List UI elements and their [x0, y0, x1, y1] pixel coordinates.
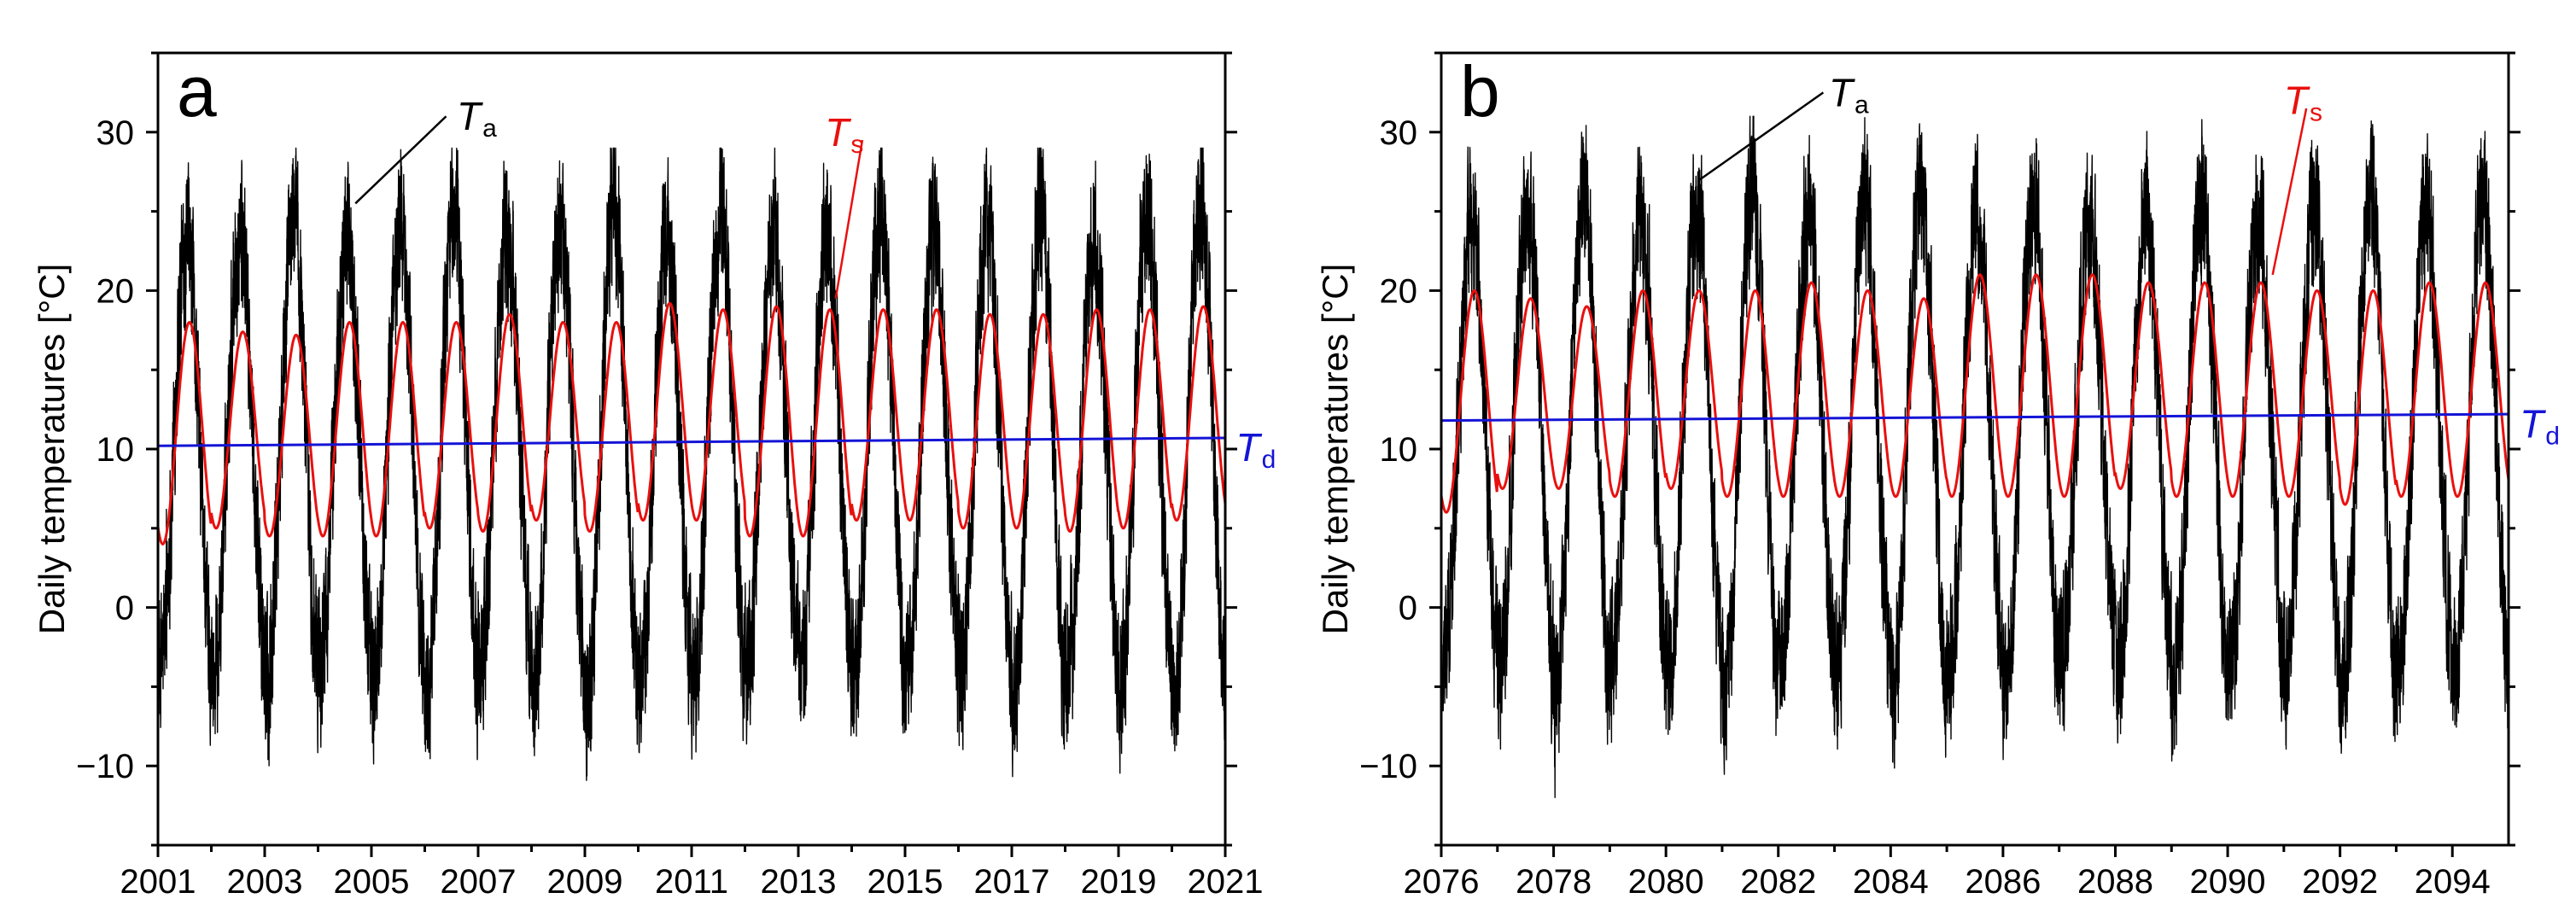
- x-tick-label: 2007: [441, 863, 517, 901]
- annotation-Ts: Ts: [2284, 79, 2322, 127]
- x-tick-label: 2011: [655, 863, 728, 901]
- y-tick-label: 0: [1399, 590, 1417, 627]
- plot-area: [158, 147, 1225, 781]
- y-axis-label: Daily temperatures [°C]: [32, 264, 72, 635]
- annotation-Td: Td: [2520, 401, 2560, 450]
- annotation-leader-Ts: [834, 139, 864, 299]
- x-tick-label: 2082: [1740, 863, 1816, 901]
- x-tick-label: 2094: [2415, 863, 2491, 901]
- annotation-leader-Ts: [2271, 108, 2308, 276]
- panel-label: a: [177, 51, 217, 131]
- y-tick-label: 20: [1380, 272, 1418, 310]
- x-tick-label: 2084: [1853, 863, 1929, 901]
- chart-panel-a: 2001 2003 2005 2007 2009 2011 2013 2015 2017 2019…: [32, 51, 1276, 901]
- annotation-Ts: Ts: [825, 110, 863, 159]
- y-tick-label: 30: [96, 114, 135, 152]
- x-tick-label: 2013: [761, 863, 837, 901]
- series-Ta-line: [1441, 115, 2509, 798]
- y-tick-label: −10: [76, 748, 134, 785]
- x-tick-label: 2019: [1081, 863, 1157, 901]
- x-tick-label: 2003: [227, 863, 303, 901]
- annotation-leader-Ta: [354, 115, 447, 205]
- y-tick-label: 30: [1380, 114, 1418, 152]
- x-tick-label: 2080: [1628, 863, 1704, 901]
- x-tick-label: 2021: [1188, 863, 1264, 901]
- series-Td-line: [1441, 412, 2509, 423]
- y-tick-label: 20: [96, 272, 135, 310]
- x-tick-label: 2015: [867, 863, 943, 901]
- series-Ta-line: [158, 147, 1225, 781]
- y-axis-label: Daily temperatures [°C]: [1315, 264, 1355, 635]
- x-tick-label: 2076: [1404, 863, 1480, 901]
- annotation-leader-Ta: [1698, 91, 1825, 181]
- annotation-Ta: Ta: [457, 94, 497, 143]
- series-Ts-line: [1441, 273, 2509, 514]
- x-tick-label: 2078: [1516, 863, 1592, 901]
- plot-area: [1441, 115, 2509, 798]
- series-Ts-line: [158, 301, 1225, 546]
- x-tick-label: 2009: [547, 863, 623, 901]
- x-tick-label: 2088: [2077, 863, 2153, 901]
- y-tick-label: 0: [115, 590, 134, 627]
- x-tick-label: 2005: [334, 863, 410, 901]
- panel-label: b: [1460, 51, 1500, 131]
- annotation-Ta: Ta: [1829, 70, 1869, 119]
- annotation-Td: Td: [1236, 425, 1276, 474]
- x-tick-label: 2092: [2302, 863, 2378, 901]
- y-tick-label: 10: [1380, 431, 1418, 469]
- y-tick-label: −10: [1359, 748, 1417, 785]
- chart-panel-b: 2076 2078 2080 2082 2084 2086 2088 2090 2092 2094…: [1315, 51, 2560, 901]
- x-tick-label: 2001: [120, 863, 196, 901]
- x-tick-label: 2017: [974, 863, 1050, 901]
- x-tick-label: 2090: [2190, 863, 2266, 901]
- x-tick-label: 2086: [1965, 863, 2041, 901]
- series-Td-line: [158, 436, 1225, 447]
- y-tick-label: 10: [96, 431, 135, 469]
